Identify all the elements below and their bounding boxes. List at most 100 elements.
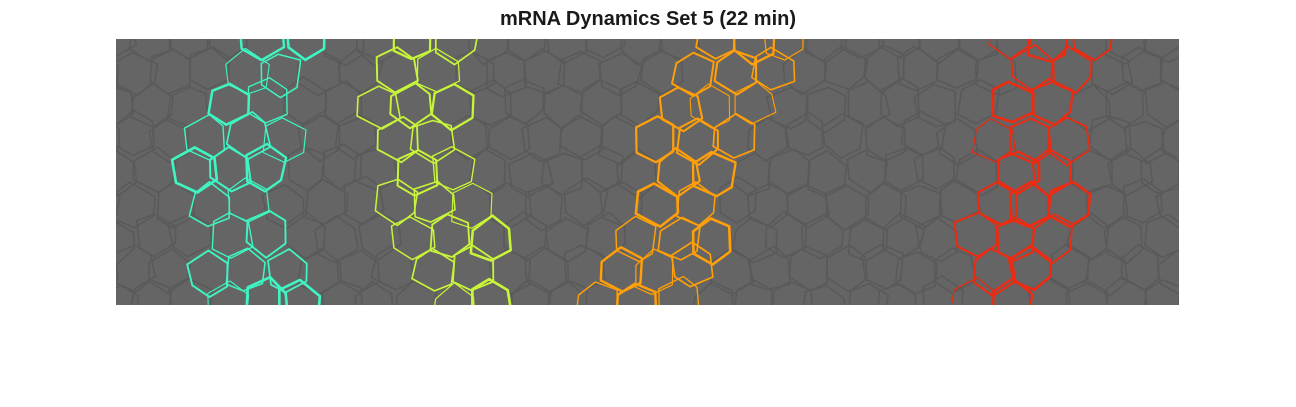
- background-cell: [806, 86, 847, 134]
- background-cell: [523, 48, 566, 95]
- background-cell: [840, 39, 884, 59]
- background-cell: [467, 39, 509, 66]
- background-cell: [957, 39, 999, 62]
- background-cell: [956, 78, 1001, 125]
- background-cell: [116, 125, 121, 152]
- background-cell: [355, 39, 399, 67]
- background-cell: [116, 109, 155, 157]
- background-cell: [922, 274, 964, 305]
- stripe-cell: [691, 217, 732, 266]
- stripe-cell: [675, 117, 719, 167]
- background-cell: [116, 284, 140, 305]
- stripe-1: [170, 39, 326, 305]
- background-cell: [1103, 215, 1144, 265]
- background-cell: [749, 245, 791, 291]
- stripe-cell: [712, 112, 756, 159]
- background-cell: [128, 39, 171, 63]
- stripe-cell: [634, 182, 680, 228]
- background-cell: [297, 114, 341, 163]
- stripe-cell: [658, 275, 700, 305]
- background-cell: [488, 248, 531, 296]
- background-cell: [455, 50, 495, 94]
- stripe-cell: [670, 241, 714, 288]
- background-cell: [395, 280, 437, 305]
- background-cell: [800, 213, 845, 260]
- background-cell: [1143, 39, 1179, 63]
- stripe-cell: [239, 39, 286, 62]
- background-cell: [508, 152, 555, 198]
- background-cell: [296, 49, 341, 97]
- tissue-image: [116, 39, 1179, 305]
- stripe-cell: [658, 86, 704, 133]
- stripe-2: [356, 39, 512, 305]
- stripe-cell: [734, 81, 777, 125]
- background-cell: [1104, 39, 1146, 66]
- background-cell: [877, 283, 917, 305]
- stripe-cell: [1007, 244, 1053, 292]
- background-cell: [1156, 249, 1179, 295]
- stripe-3: [576, 39, 804, 305]
- stripe-cell: [390, 216, 436, 261]
- background-cell: [1160, 120, 1179, 163]
- background-cell: [1084, 249, 1129, 297]
- background-cell: [599, 180, 643, 227]
- stripe-cell: [1009, 117, 1052, 165]
- background-cell: [933, 247, 977, 295]
- stripe-cell: [751, 46, 796, 91]
- figure-title: mRNA Dynamics Set 5 (22 min): [499, 8, 796, 30]
- background-cell: [189, 46, 231, 91]
- stripe-cell: [245, 209, 287, 259]
- stripe-cell: [1046, 180, 1092, 229]
- background-cell: [169, 39, 209, 60]
- background-cell: [731, 216, 778, 264]
- background-cell: [1123, 120, 1166, 164]
- background-cell: [130, 278, 173, 305]
- background-cell: [503, 78, 545, 126]
- background-cell: [784, 111, 824, 157]
- image-background: [116, 39, 1179, 305]
- background-cell: [848, 282, 890, 305]
- background-cell: [823, 45, 869, 91]
- highlighted-stripes: [170, 39, 1113, 305]
- background-cell: [1140, 147, 1179, 195]
- background-cell: [785, 184, 830, 229]
- stripe-cell: [245, 275, 289, 305]
- background-cell: [116, 243, 157, 293]
- background-cell: [297, 247, 342, 295]
- background-cell: [337, 48, 384, 95]
- background-cell: [486, 51, 526, 98]
- stripe-cell: [1072, 39, 1113, 62]
- background-cell: [718, 175, 757, 224]
- stripe-cell: [1026, 39, 1069, 63]
- background-cell: [1159, 46, 1179, 92]
- stripe-cell: [576, 281, 618, 305]
- background-cell: [1107, 147, 1154, 197]
- tissue-image-panel: [116, 39, 1179, 305]
- background-cell: [1122, 177, 1163, 224]
- background-cell: [896, 45, 939, 92]
- background-cell: [135, 213, 177, 258]
- background-cell: [913, 83, 956, 128]
- stripe-cell: [374, 178, 419, 227]
- stripe-cell: [1030, 213, 1073, 265]
- background-cell: [802, 284, 846, 305]
- stripe-cell: [691, 150, 737, 198]
- stripe-cell: [286, 39, 326, 62]
- background-cell: [913, 145, 956, 190]
- stripe-cell: [277, 278, 322, 305]
- background-cell: [585, 39, 626, 59]
- background-cell: [116, 83, 135, 127]
- background-cell: [1144, 279, 1179, 305]
- background-cell: [847, 80, 891, 128]
- background-cell: [880, 77, 920, 128]
- stripe-cell: [991, 80, 1035, 124]
- background-cell: [825, 244, 868, 293]
- stripe-cell: [732, 39, 776, 66]
- background-cell: [883, 147, 924, 192]
- stripe-cell: [188, 180, 231, 228]
- stripe-cell: [431, 145, 476, 191]
- stripe-cell: [1008, 180, 1051, 228]
- stripe-cell: [1052, 45, 1093, 94]
- stripe-cell: [953, 211, 999, 258]
- stripe-cell: [392, 39, 432, 61]
